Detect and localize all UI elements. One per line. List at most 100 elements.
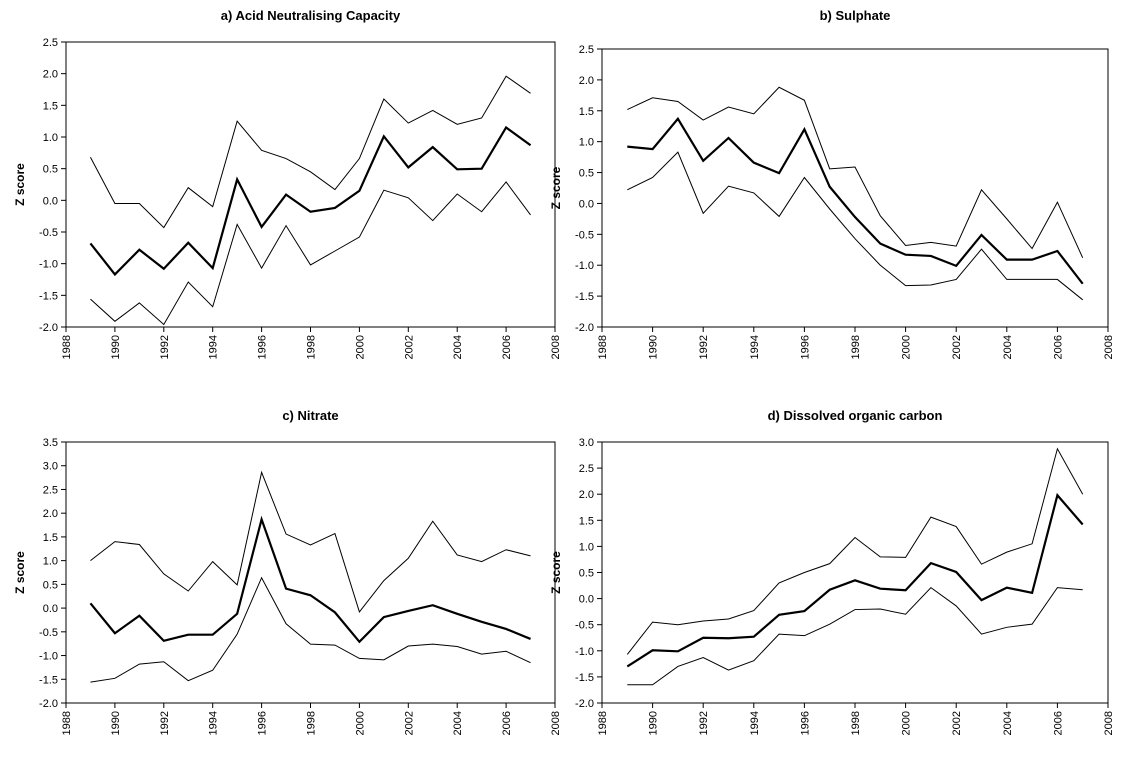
y-tick-label: 3.5 [43,437,58,449]
x-tick-label: 1990 [110,335,122,359]
y-tick-label: 0.5 [43,579,58,591]
y-tick-label: -1.0 [575,646,594,658]
x-tick-label: 2002 [403,711,415,735]
x-tick-label: 1996 [257,335,269,359]
x-tick-label: 1990 [110,711,122,735]
y-tick-label: 1.5 [43,100,58,112]
x-tick-label: 2004 [1002,711,1014,735]
x-tick-label: 2000 [354,335,366,359]
y-tick-label: 2.0 [43,508,58,520]
x-tick-label: 1994 [749,711,761,735]
x-tick-label: 1988 [61,711,73,735]
y-tick-label: -1.5 [575,672,594,684]
y-tick-label: 0.5 [43,164,58,176]
x-tick-label: 1992 [159,335,171,359]
y-tick-label: -1.5 [575,291,594,303]
y-tick-label: 2.5 [43,37,58,49]
chart-title: a) Acid Neutralising Capacity [221,8,401,23]
chart-title: c) Nitrate [282,408,338,423]
x-tick-label: 2004 [452,335,464,359]
y-tick-label: 3.0 [43,461,58,473]
x-tick-label: 2008 [550,335,562,359]
x-tick-label: 2006 [1052,335,1064,359]
y-tick-label: -0.5 [39,227,58,239]
chart-title: b) Sulphate [820,8,891,23]
y-tick-label: 0.0 [579,198,594,210]
y-axis-label: Z score [549,166,563,209]
x-tick-label: 1998 [306,711,318,735]
y-tick-label: -2.0 [575,322,594,334]
y-tick-label: 0.0 [43,603,58,615]
x-tick-label: 1994 [208,335,220,359]
x-tick-label: 2006 [501,711,513,735]
data-line [90,75,531,229]
x-tick-label: 1998 [850,335,862,359]
y-tick-label: -0.5 [39,627,58,639]
y-tick-label: 1.5 [579,515,594,527]
x-tick-label: 1988 [61,335,73,359]
y-tick-label: 2.5 [579,463,594,475]
y-tick-label: -2.0 [39,698,58,710]
x-tick-label: 1992 [159,711,171,735]
x-tick-label: 1994 [749,335,761,359]
data-line [627,86,1084,259]
x-tick-label: 2006 [1052,711,1064,735]
x-tick-label: 2002 [951,335,963,359]
y-tick-label: -1.0 [39,651,58,663]
y-tick-label: 1.5 [43,532,58,544]
x-tick-label: 2008 [550,711,562,735]
x-tick-label: 1996 [799,711,811,735]
x-tick-label: 1998 [850,711,862,735]
y-tick-label: -2.0 [39,322,58,334]
plot-frame [65,41,556,328]
data-line [90,576,531,683]
x-tick-label: 1998 [306,335,318,359]
x-tick-label: 2008 [1103,335,1115,359]
y-tick-label: 0.0 [579,594,594,606]
chart-title: d) Dissolved organic carbon [768,408,943,423]
y-tick-label: -2.0 [575,698,594,710]
data-line [89,125,532,277]
data-line [626,447,1084,655]
data-line [627,151,1084,301]
x-tick-label: 1992 [698,335,710,359]
x-tick-label: 2004 [452,711,464,735]
x-tick-label: 2000 [901,711,913,735]
y-tick-label: 2.5 [43,484,58,496]
y-tick-label: -1.0 [575,260,594,272]
y-tick-label: 2.5 [579,44,594,56]
x-tick-label: 1996 [799,335,811,359]
data-line [90,181,531,326]
y-tick-label: -1.5 [39,674,58,686]
data-line [90,470,531,613]
x-tick-label: 1990 [648,711,660,735]
data-line [626,492,1084,668]
plot-frame [601,48,1109,328]
x-tick-label: 1994 [208,711,220,735]
x-tick-label: 2002 [403,335,415,359]
y-tick-label: 0.5 [579,168,594,180]
x-tick-label: 2006 [501,335,513,359]
y-tick-label: 1.5 [579,106,594,118]
y-tick-label: -1.5 [39,290,58,302]
y-tick-label: 2.0 [579,489,594,501]
y-tick-label: -1.0 [39,259,58,271]
y-tick-label: 1.0 [579,541,594,553]
x-tick-label: 1992 [698,711,710,735]
plot-frame [601,441,1109,704]
data-line [627,116,1084,285]
x-tick-label: 2002 [951,711,963,735]
x-tick-label: 1996 [257,711,269,735]
y-tick-label: 2.0 [43,69,58,81]
y-axis-label: Z score [13,163,27,206]
y-axis-label: Z score [549,551,563,594]
y-tick-label: -0.5 [575,620,594,632]
x-tick-label: 2008 [1103,711,1115,735]
y-tick-label: 3.0 [579,437,594,449]
y-axis-label: Z score [13,551,27,594]
y-tick-label: 0.5 [579,568,594,580]
x-tick-label: 1990 [648,335,660,359]
x-tick-label: 2004 [1002,335,1014,359]
y-tick-label: 1.0 [43,556,58,568]
